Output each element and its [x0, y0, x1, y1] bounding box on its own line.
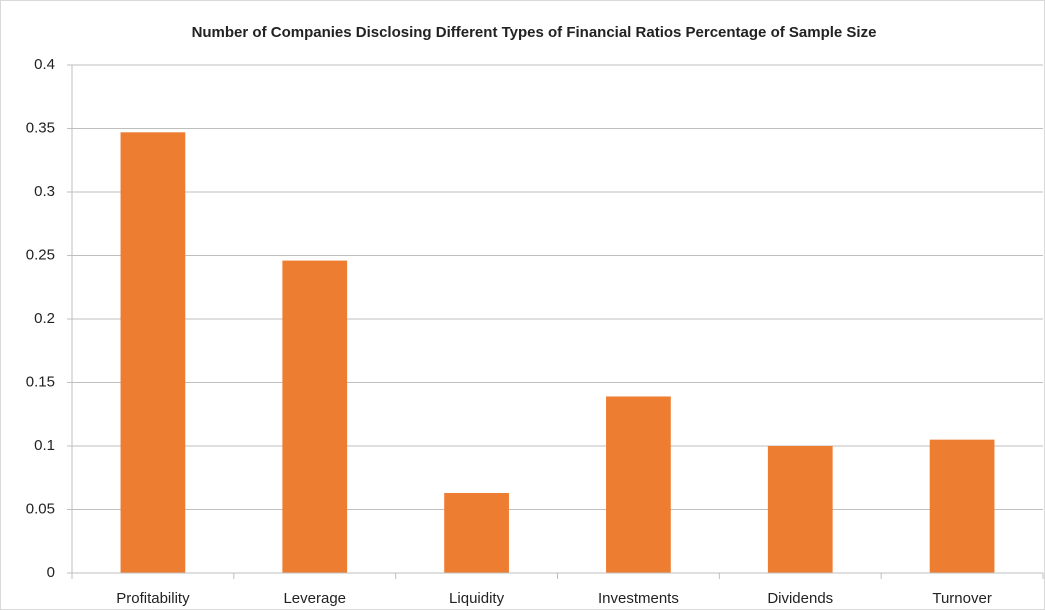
x-tick-label: Leverage	[283, 590, 346, 607]
bar	[929, 439, 995, 573]
y-tick-label: 0.4	[34, 56, 55, 73]
y-tick-label: 0	[47, 564, 55, 581]
y-tick-label: 0.25	[26, 246, 55, 263]
x-tick-label: Turnover	[932, 590, 991, 607]
x-tick-label: Liquidity	[449, 590, 505, 607]
x-tick-label: Dividends	[767, 590, 833, 607]
y-tick-label: 0.05	[26, 500, 55, 517]
chart-title: Number of Companies Disclosing Different…	[192, 24, 877, 41]
bar	[606, 396, 671, 573]
y-tick-label: 0.1	[34, 437, 55, 454]
bar	[444, 492, 509, 573]
y-tick-label: 0.3	[34, 183, 55, 200]
x-tick-label: Profitability	[116, 590, 190, 607]
bar	[282, 260, 348, 573]
y-tick-label: 0.2	[34, 310, 55, 327]
y-tick-label: 0.35	[26, 119, 55, 136]
x-tick-label: Investments	[598, 590, 679, 607]
bar	[120, 132, 186, 573]
bar	[767, 446, 833, 573]
y-tick-label: 0.15	[26, 373, 55, 390]
